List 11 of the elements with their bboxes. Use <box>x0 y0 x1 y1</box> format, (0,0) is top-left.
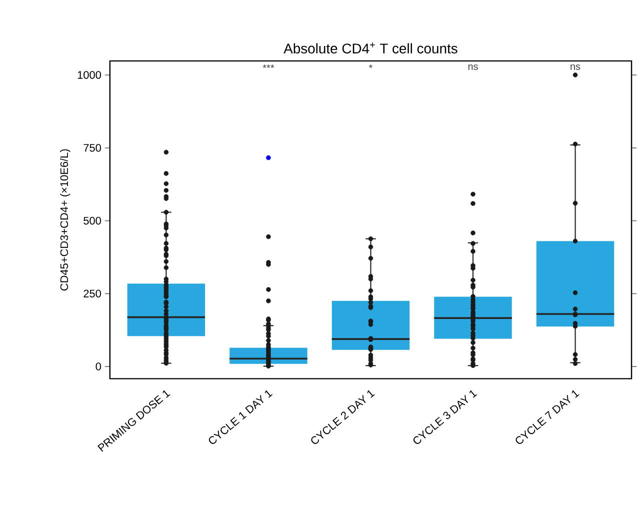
chart-title: Absolute CD4$^{+}$ T cell counts <box>284 42 458 54</box>
annotation: ns <box>570 64 580 70</box>
y-axis-title: CD45+CD3+CD4+ (×10E6/L) <box>60 150 70 291</box>
annotation: *** <box>262 64 274 68</box>
annotation: * <box>368 64 372 68</box>
y-tick-label: 0 <box>96 362 101 371</box>
annotation: ns <box>468 64 478 70</box>
y-tick-label: 500 <box>84 217 101 225</box>
y-tick-label: 250 <box>84 290 101 298</box>
y-tick-label: 750 <box>84 144 101 152</box>
y-tick-label: 1000 <box>78 71 101 80</box>
